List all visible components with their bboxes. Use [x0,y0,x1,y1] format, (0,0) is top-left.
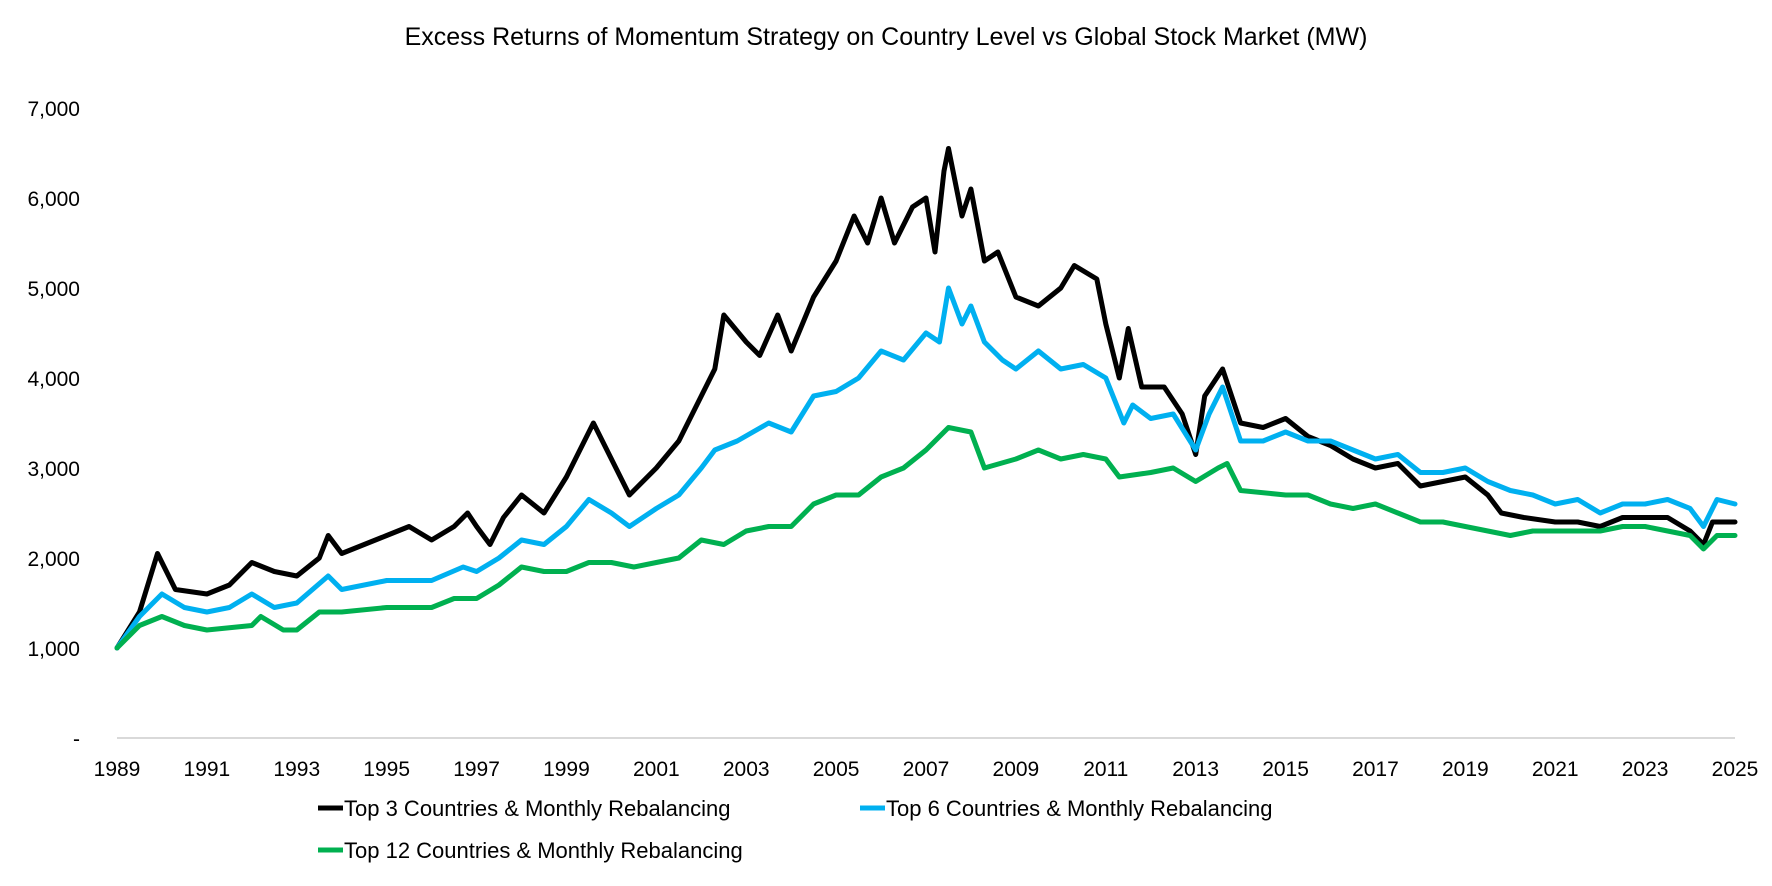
x-tick-label: 2013 [1172,758,1219,781]
y-tick-label: 4,000 [27,368,80,391]
x-tick-label: 1997 [453,758,500,781]
y-tick-label: 7,000 [27,98,80,121]
x-tick-label: 1995 [363,758,410,781]
x-tick-label: 2001 [633,758,680,781]
x-tick-label: 1999 [543,758,590,781]
legend-label: Top 3 Countries & Monthly Rebalancing [344,796,730,821]
series-line-2 [114,285,1738,651]
y-tick-label: 1,000 [27,638,80,661]
y-tick-label: 3,000 [27,458,80,481]
x-tick-label: 2009 [993,758,1040,781]
legend: Top 3 Countries & Monthly Rebalancing Top… [318,796,1272,863]
x-tick-label: 2005 [813,758,860,781]
y-tick-label: 6,000 [27,188,80,211]
legend-label: Top 6 Countries & Monthly Rebalancing [886,796,1272,821]
y-tick-label: 5,000 [27,278,80,301]
series-lines [114,146,1738,651]
x-tick-label: 1991 [184,758,231,781]
legend-item: Top 6 Countries & Monthly Rebalancing [860,796,1272,821]
x-tick-label: 2007 [903,758,950,781]
y-axis-ticks: - 1,000 2,000 3,000 4,000 5,000 6,000 7,000 [27,98,80,751]
chart-title: Excess Returns of Momentum Strategy on C… [405,23,1368,51]
x-axis-ticks: 1989 1991 1993 1995 1997 1999 2001 2003 2005 2007… [94,758,1759,781]
x-tick-label: 2025 [1712,758,1759,781]
x-tick-label: 2019 [1442,758,1489,781]
series-line-1 [114,146,1738,651]
legend-item: Top 3 Countries & Monthly Rebalancing [318,796,730,821]
x-tick-label: 2021 [1532,758,1579,781]
x-tick-label: 2003 [723,758,770,781]
y-tick-label: 2,000 [27,548,80,571]
x-tick-label: 2011 [1083,758,1128,781]
x-tick-label: 2015 [1262,758,1309,781]
x-tick-label: 1989 [94,758,141,781]
series-line-3 [114,425,1738,651]
x-tick-label: 1993 [273,758,320,781]
legend-label: Top 12 Countries & Monthly Rebalancing [344,838,743,863]
y-tick-label: - [73,728,80,751]
legend-item: Top 12 Countries & Monthly Rebalancing [318,838,743,863]
x-tick-label: 2023 [1622,758,1669,781]
x-tick-label: 2017 [1352,758,1399,781]
